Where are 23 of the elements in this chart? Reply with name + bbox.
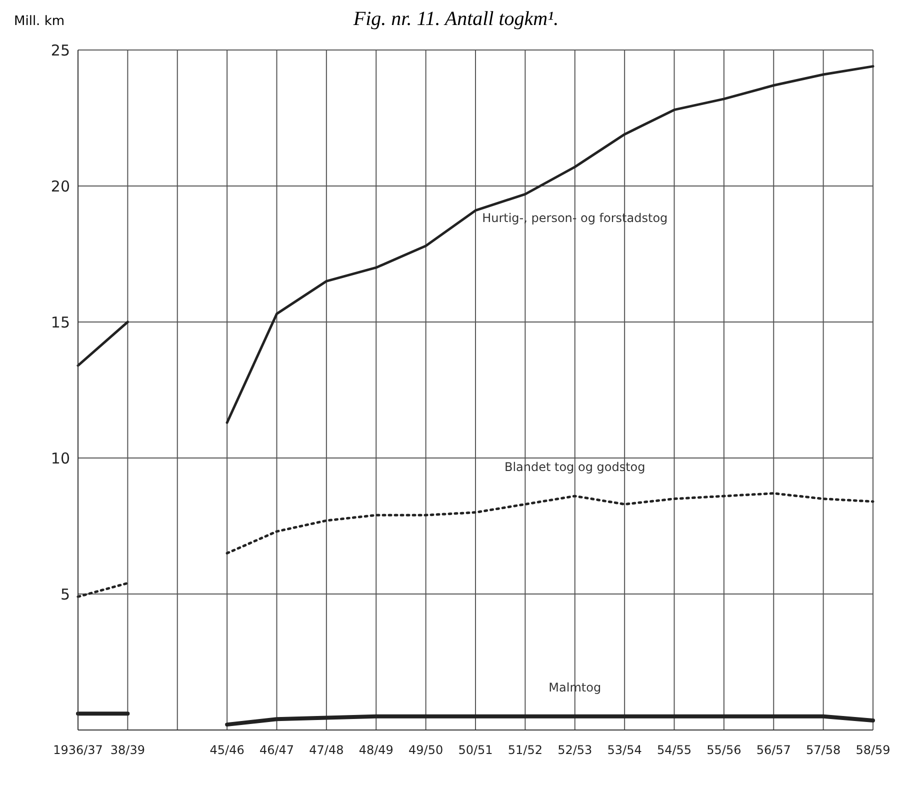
- x-tick-label: 50/51: [458, 743, 493, 757]
- x-tick-label: 45/46: [210, 743, 244, 757]
- y-axis-title: Mill. km: [13, 14, 66, 29]
- x-tick-label: 53/54: [607, 743, 642, 757]
- x-tick-label: 55/56: [706, 743, 742, 757]
- x-tick-label: 52/53: [558, 743, 592, 757]
- y-tick-label: 25: [50, 41, 70, 60]
- y-tick-label: 20: [50, 177, 70, 196]
- chart-title: Fig. nr. 11. Antall togkm¹.: [352, 8, 560, 31]
- x-tick-label: 54/55: [656, 743, 692, 757]
- y-tick-label: 5: [60, 585, 70, 604]
- x-tick-label: 48/49: [358, 743, 394, 757]
- x-tick-label: 47/48: [309, 743, 344, 757]
- x-tick-label: 1936/37: [53, 743, 103, 757]
- x-tick-label: 56/57: [756, 743, 791, 757]
- y-tick-label: 15: [50, 313, 70, 332]
- x-tick-label: 51/52: [508, 743, 542, 757]
- x-tick-label: 46/47: [259, 743, 294, 757]
- x-tick-label: 58/59: [856, 743, 890, 757]
- x-tick-label: 38/39: [110, 743, 145, 757]
- x-tick-label: 57/58: [806, 743, 841, 757]
- y-tick-label: 10: [50, 449, 70, 468]
- x-tick-label: 49/50: [408, 743, 444, 757]
